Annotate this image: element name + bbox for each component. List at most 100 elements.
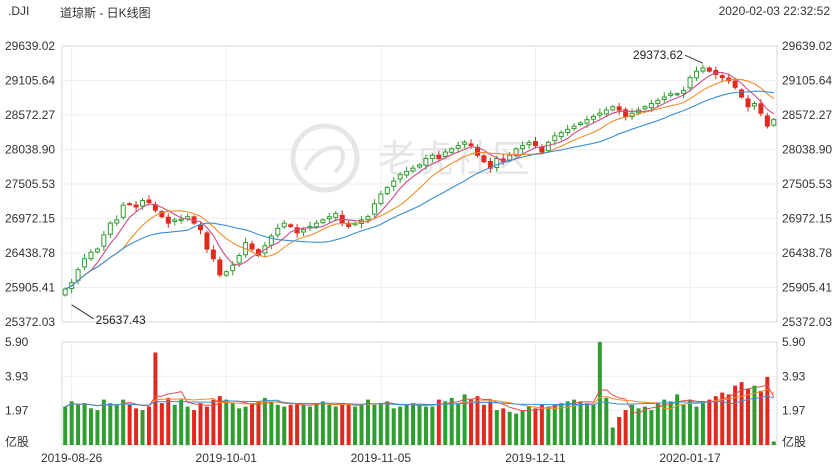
volume-bar — [578, 401, 583, 445]
candle-body — [539, 146, 545, 153]
candle-body — [507, 154, 513, 161]
candle — [455, 141, 461, 154]
candle-body — [423, 157, 429, 166]
candle — [739, 88, 745, 99]
candle-body — [301, 229, 307, 233]
volume-ma-line-5 — [65, 384, 775, 415]
volume-bar — [353, 406, 358, 445]
candle — [88, 249, 94, 261]
volume-bar — [314, 403, 319, 445]
volume-bar — [217, 396, 222, 445]
y-tick-label-left: 25905.41 — [5, 280, 55, 294]
timestamp: 2020-02-03 22:32:52 — [718, 4, 830, 18]
candle-body — [371, 203, 377, 215]
volume-bar — [159, 403, 164, 445]
volume-bar — [475, 396, 480, 445]
candle — [751, 101, 757, 110]
volume-tick-label-right: 3.93 — [782, 369, 806, 383]
volume-bar — [301, 404, 306, 445]
volume-bar — [610, 427, 615, 445]
candle — [371, 199, 377, 218]
candle-body — [751, 103, 757, 107]
volume-bar — [456, 403, 461, 445]
volume-bar — [404, 404, 409, 445]
candle-body — [320, 219, 326, 224]
volume-bar — [700, 401, 705, 445]
volume-bar — [346, 404, 351, 445]
volume-bar — [707, 399, 712, 445]
volume-bar — [385, 401, 390, 445]
candle-body — [223, 271, 229, 276]
candle-body — [674, 93, 680, 96]
candle — [449, 147, 455, 154]
y-tick-label-right: 28038.90 — [782, 142, 832, 156]
candle — [513, 147, 519, 158]
volume-bar — [694, 406, 699, 445]
volume-bar — [546, 406, 551, 445]
candle-body — [616, 106, 622, 111]
volume-bar — [391, 408, 396, 445]
candle — [94, 247, 100, 254]
candle — [288, 223, 294, 229]
candle-body — [668, 93, 674, 96]
candle — [629, 108, 635, 120]
volume-bar — [140, 410, 145, 445]
candle — [687, 75, 693, 92]
candle — [172, 217, 178, 226]
volume-bars — [63, 342, 776, 445]
candle — [127, 202, 133, 206]
grid — [61, 45, 778, 446]
candle — [429, 152, 435, 163]
volume-bar — [340, 403, 345, 445]
annotations: 29373.62 25637.43 — [71, 48, 704, 327]
candle-body — [236, 255, 242, 264]
candle — [590, 114, 596, 124]
volume-bar — [288, 404, 293, 445]
candle — [204, 230, 210, 253]
candle — [378, 190, 384, 206]
candle — [217, 256, 223, 278]
candle — [82, 254, 88, 271]
candle-body — [436, 154, 442, 159]
volume-bar — [771, 441, 776, 445]
volume-bar — [185, 406, 190, 445]
candle-body — [758, 103, 764, 114]
candle-body — [313, 222, 319, 228]
volume-bar — [134, 408, 139, 445]
candle-body — [520, 145, 526, 150]
volume-bar — [101, 399, 106, 445]
volume-bar — [430, 406, 435, 445]
candle-body — [526, 141, 532, 146]
candle-body — [204, 232, 210, 250]
candle-body — [565, 128, 571, 134]
candle-body — [532, 141, 538, 147]
volume-bar — [462, 394, 467, 445]
volume-average-lines — [65, 384, 775, 415]
candle-body — [397, 174, 403, 180]
candle — [120, 201, 126, 220]
annotation-leader — [684, 54, 704, 64]
candle — [197, 221, 203, 235]
candle-body — [558, 132, 564, 138]
candle — [281, 219, 287, 230]
volume-bar — [559, 403, 564, 445]
candle — [558, 130, 564, 141]
volume-bar — [649, 410, 654, 445]
volume-bar — [507, 411, 512, 445]
candle — [494, 156, 500, 172]
volume-bar — [204, 406, 209, 445]
candle-body — [146, 199, 152, 203]
candle — [700, 64, 706, 74]
chart-title: 道琼斯 - 日K线图 — [60, 6, 151, 20]
volume-bar — [642, 406, 647, 445]
y-tick-label-right: 25905.41 — [782, 280, 832, 294]
volume-bar — [121, 399, 126, 445]
volume-bar — [275, 404, 280, 445]
volume-bar — [63, 406, 68, 445]
volume-bar — [675, 394, 680, 445]
candle — [391, 177, 397, 191]
volume-bar — [713, 396, 718, 445]
volume-bar — [572, 399, 577, 445]
candle-body — [417, 164, 422, 168]
